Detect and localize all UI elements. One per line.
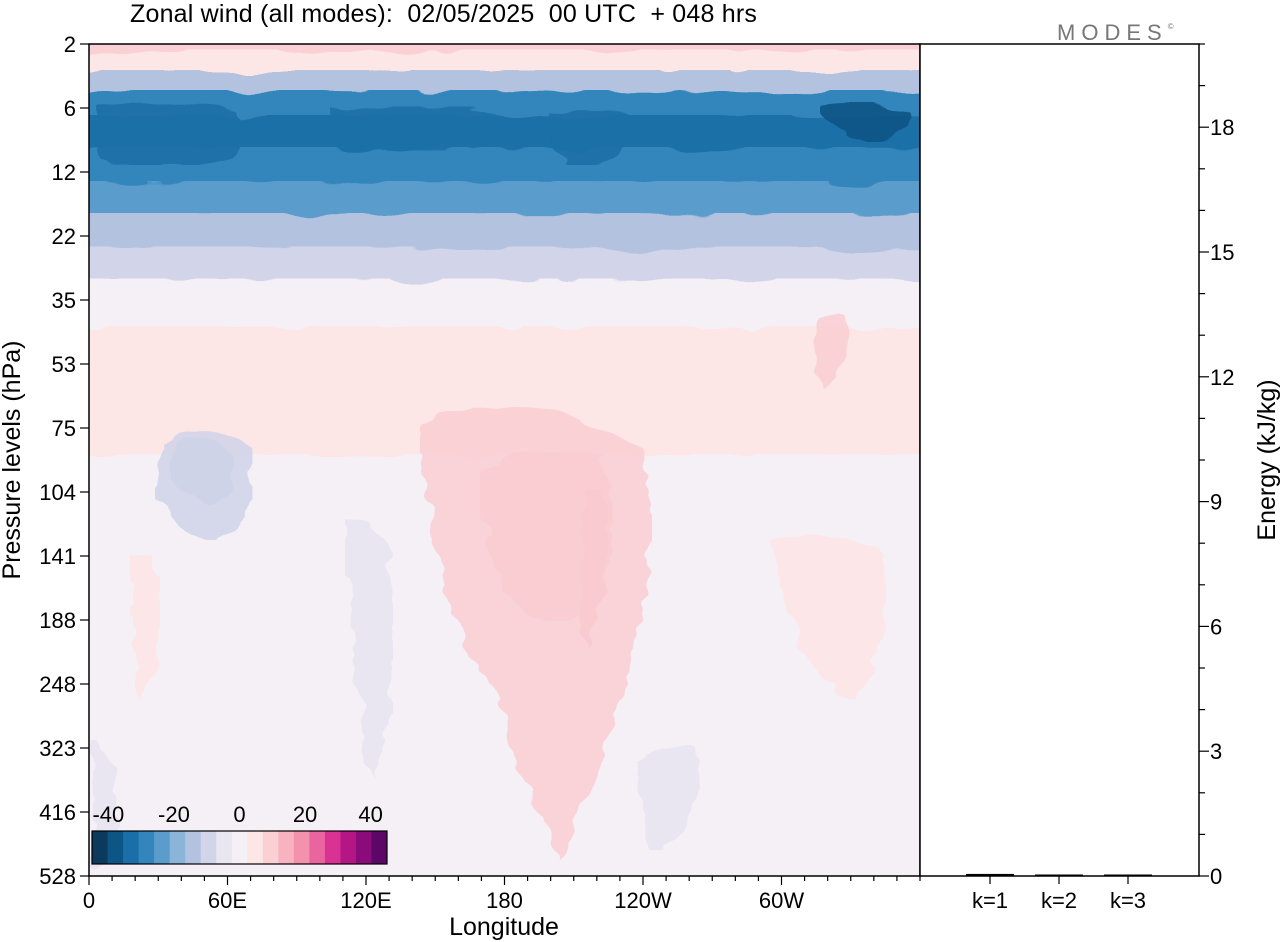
colorbar-tick-label: -20: [158, 802, 190, 827]
x-axis-label: Longitude: [449, 913, 559, 941]
y-tick-label: 188: [39, 608, 76, 633]
colorbar-swatch: [231, 831, 248, 864]
colorbar-swatch: [293, 831, 310, 864]
colorbar-swatch: [324, 831, 341, 864]
y-tick-label: 6: [64, 96, 76, 121]
x-tick-label: 60E: [208, 888, 247, 913]
colorbar-tick-label: -40: [92, 802, 124, 827]
y-tick-label: 12: [52, 160, 76, 185]
colorbar-swatch: [340, 831, 357, 864]
wind-features: [90, 101, 912, 870]
colorbar-swatch: [185, 831, 202, 864]
energy-tick-label: 15: [1210, 240, 1234, 265]
wind-feature-1: [96, 101, 244, 165]
y-tick-label: 2: [64, 32, 76, 57]
wind-feature-10: [812, 312, 850, 390]
energy-bar-k=3: [1104, 874, 1152, 876]
energy-tick-label: 0: [1210, 864, 1222, 889]
energy-panel-frame: [919, 43, 1200, 877]
energy-bars: [966, 873, 1152, 876]
energy-category-label: k=2: [1041, 888, 1077, 913]
energy-tick-label: 12: [1210, 365, 1234, 390]
modes-logo: MODES©: [1057, 20, 1174, 46]
wind-band-323: [89, 710, 920, 786]
y-tick-label: 53: [52, 352, 76, 377]
colorbar-swatch: [123, 831, 140, 864]
logo-text: MODES: [1057, 20, 1168, 45]
colorbar-swatch: [138, 831, 155, 864]
energy-tick-label: 18: [1210, 115, 1234, 140]
colorbar-tick-label: 40: [358, 802, 382, 827]
energy-category-label: k=3: [1110, 888, 1146, 913]
zonal-wind-heatmap: [89, 44, 920, 876]
x-axis: 0 60E 120E 180 120W 60W: [83, 876, 921, 913]
energy-axis-label: Energy (kJ/kg): [1253, 379, 1280, 540]
colorbar-swatch: [154, 831, 171, 864]
logo-mark: ©: [1167, 22, 1174, 31]
colorbar-tick-label: 20: [293, 802, 317, 827]
y-tick-label: 416: [39, 800, 76, 825]
colorbar-swatch: [278, 831, 295, 864]
colorbar-swatch: [107, 831, 124, 864]
x-tick-label: 180: [486, 888, 523, 913]
energy-axis: 0 3 6 9 12 15 18 k=1 k=2 k=3: [972, 43, 1234, 913]
colorbar-swatch: [216, 831, 233, 864]
wind-feature-12: [770, 533, 886, 700]
colorbar-swatch: [169, 831, 186, 864]
x-tick-label: 120W: [614, 888, 672, 913]
y-tick-label: 22: [52, 224, 76, 249]
y-axis: 2 6 12 22 35 53 75 104 141 188 248 323 416 528: [39, 32, 89, 889]
y-axis-label: Pressure levels (hPa): [0, 341, 26, 580]
colorbar-tick-label: 0: [233, 802, 245, 827]
y-tick-label: 323: [39, 736, 76, 761]
y-tick-label: 248: [39, 672, 76, 697]
wind-feature-3: [547, 107, 640, 165]
wind-feature-14: [345, 518, 393, 780]
colorbar-swatch: [371, 831, 388, 864]
wind-feature-13: [637, 745, 700, 850]
energy-tick-label: 6: [1210, 614, 1222, 639]
energy-bar-k=1: [966, 873, 1014, 876]
colorbar-swatch: [247, 831, 264, 864]
wind-feature-4: [820, 102, 912, 142]
energy-bar-k=2: [1035, 874, 1083, 876]
x-tick-label: 0: [83, 888, 95, 913]
colorbar-swatch: [200, 831, 217, 864]
y-tick-label: 75: [52, 416, 76, 441]
wind-feature-11: [130, 555, 160, 700]
colorbar-swatch: [92, 831, 109, 864]
wind-feature-6: [155, 428, 253, 540]
energy-category-label: k=1: [972, 888, 1008, 913]
y-tick-label: 141: [39, 544, 76, 569]
wind-feature-2: [330, 106, 522, 151]
y-tick-label: 35: [52, 288, 76, 313]
colorbar-swatch: [355, 831, 372, 864]
colorbar-swatch: [262, 831, 279, 864]
wind-feature-9: [420, 406, 652, 860]
y-tick-label: 528: [39, 864, 76, 889]
chart-title: Zonal wind (all modes): 02/05/2025 00 UT…: [130, 0, 758, 28]
x-tick-label: 120E: [340, 888, 391, 913]
y-tick-label: 104: [39, 480, 76, 505]
energy-tick-label: 9: [1210, 490, 1222, 515]
energy-tick-label: 3: [1210, 739, 1222, 764]
colorbar-frame: [91, 830, 388, 865]
wind-band-53: [89, 326, 920, 402]
colorbar: -40 -20 0 20 40: [91, 802, 388, 865]
colorbar-swatch: [309, 831, 326, 864]
x-tick-label: 60W: [759, 888, 804, 913]
